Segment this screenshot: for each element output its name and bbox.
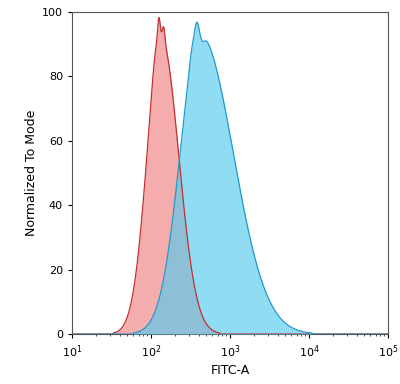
- Y-axis label: Normalized To Mode: Normalized To Mode: [25, 109, 38, 236]
- X-axis label: FITC-A: FITC-A: [210, 364, 250, 377]
